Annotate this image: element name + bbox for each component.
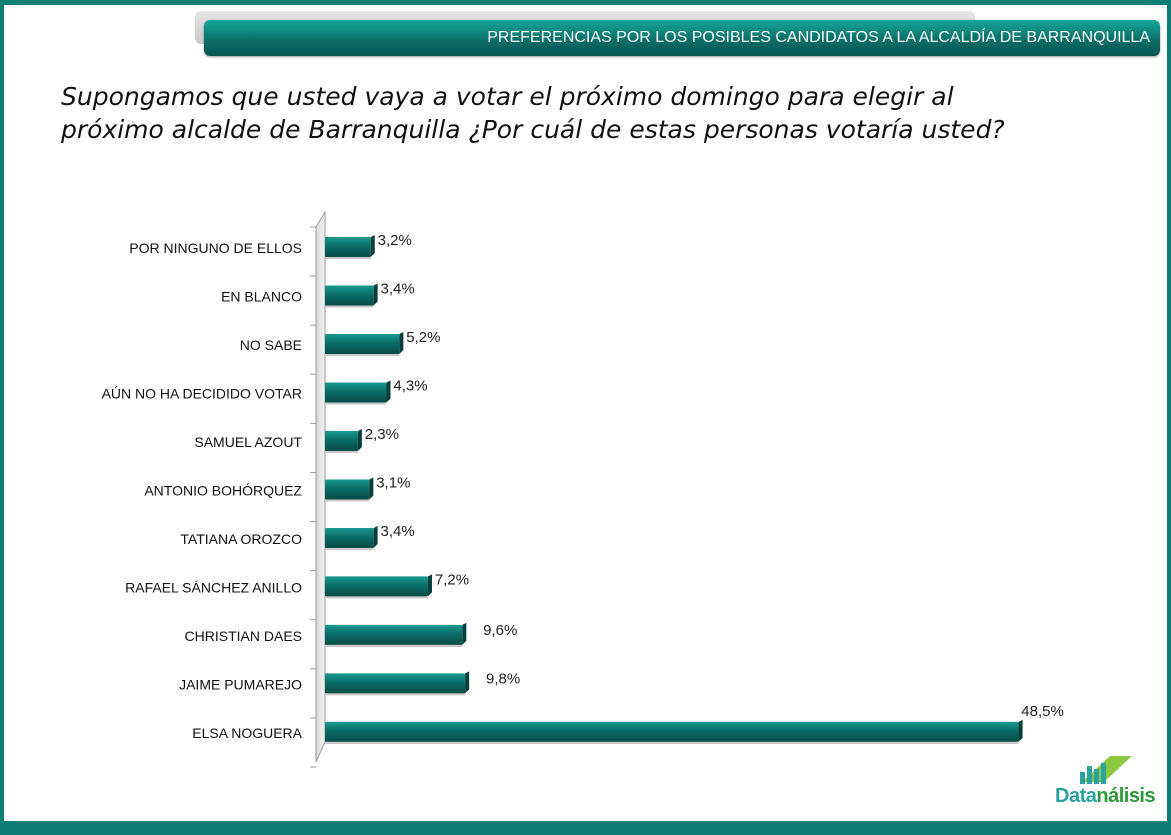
value-label: 3,1% (376, 474, 410, 491)
logo-wordmark-part2: nálisis (1096, 785, 1156, 807)
title-banner: PREFERENCIAS POR LOS POSIBLES CANDIDATOS… (204, 20, 1160, 56)
value-label: 2,3% (365, 426, 399, 443)
bar (325, 237, 371, 257)
bar-shadow (325, 450, 358, 453)
frame-top (0, 0, 1171, 5)
axis-wall (315, 210, 326, 763)
bar-side (462, 622, 467, 645)
bar (325, 673, 466, 694)
category-label: JAIME PUMAREJO (179, 676, 302, 692)
bar (325, 285, 374, 306)
value-label: 48,5% (1021, 703, 1064, 720)
category-label: TATIANA OROZCO (180, 531, 302, 547)
bar-shadow (325, 402, 387, 405)
bar (325, 333, 400, 354)
bar-side (369, 477, 374, 500)
value-label: 3,4% (381, 280, 415, 297)
bar-shadow (325, 741, 1019, 744)
value-label: 7,2% (435, 571, 469, 588)
category-label: POR NINGUNO DE ELLOS (129, 240, 302, 256)
bar-shadow (325, 644, 463, 647)
category-label: RAFAEL SÁNCHEZ ANILLO (125, 579, 302, 595)
banner-title: PREFERENCIAS POR LOS POSIBLES CANDIDATOS… (487, 29, 1150, 46)
value-label: 3,2% (378, 232, 412, 249)
bar (325, 382, 387, 403)
bar-side (357, 428, 362, 451)
value-label: 4,3% (393, 377, 427, 394)
category-label: AÚN NO HA DECIDIDO VOTAR (102, 385, 302, 401)
bar-side (1018, 719, 1023, 742)
bar-shadow (325, 353, 400, 356)
value-label: 5,2% (406, 329, 440, 346)
category-label: ANTONIO BOHÓRQUEZ (144, 482, 302, 498)
bar-shadow (325, 547, 374, 550)
category-label: EN BLANCO (221, 288, 302, 304)
frame-left (0, 0, 4, 835)
logo-wordmark: Datanálisis (1055, 785, 1156, 808)
bar-side (370, 235, 375, 257)
category-label: SAMUEL AZOUT (194, 434, 302, 450)
datanalisis-logo-icon (1080, 756, 1132, 784)
value-label: 9,6% (483, 622, 517, 639)
bar-side (399, 331, 404, 354)
bar-shadow (325, 257, 371, 259)
bar-shadow (325, 499, 370, 502)
bar-shadow (325, 596, 428, 599)
category-label: CHRISTIAN DAES (185, 628, 302, 644)
frame-bottom (0, 821, 1171, 835)
bar-side (373, 525, 378, 548)
bar (325, 721, 1019, 742)
bar-shadow (325, 693, 466, 696)
category-label: NO SABE (240, 337, 302, 353)
value-label: 3,4% (381, 523, 415, 540)
category-label: ELSA NOGUERA (192, 725, 302, 741)
bar (325, 624, 463, 645)
frame-right (1167, 0, 1171, 835)
bar-side (386, 380, 391, 403)
bar-side (427, 574, 432, 597)
bar (325, 527, 374, 548)
bar (325, 576, 428, 597)
bar (325, 430, 358, 451)
bar-side (465, 671, 470, 694)
survey-question: Supongamos que usted vaya a votar el pró… (61, 82, 1005, 144)
bar (325, 479, 370, 500)
value-label: 9,8% (486, 670, 520, 687)
bar-shadow (325, 305, 374, 308)
logo-wordmark-part1: Data (1055, 785, 1097, 807)
bar-side (373, 283, 378, 306)
